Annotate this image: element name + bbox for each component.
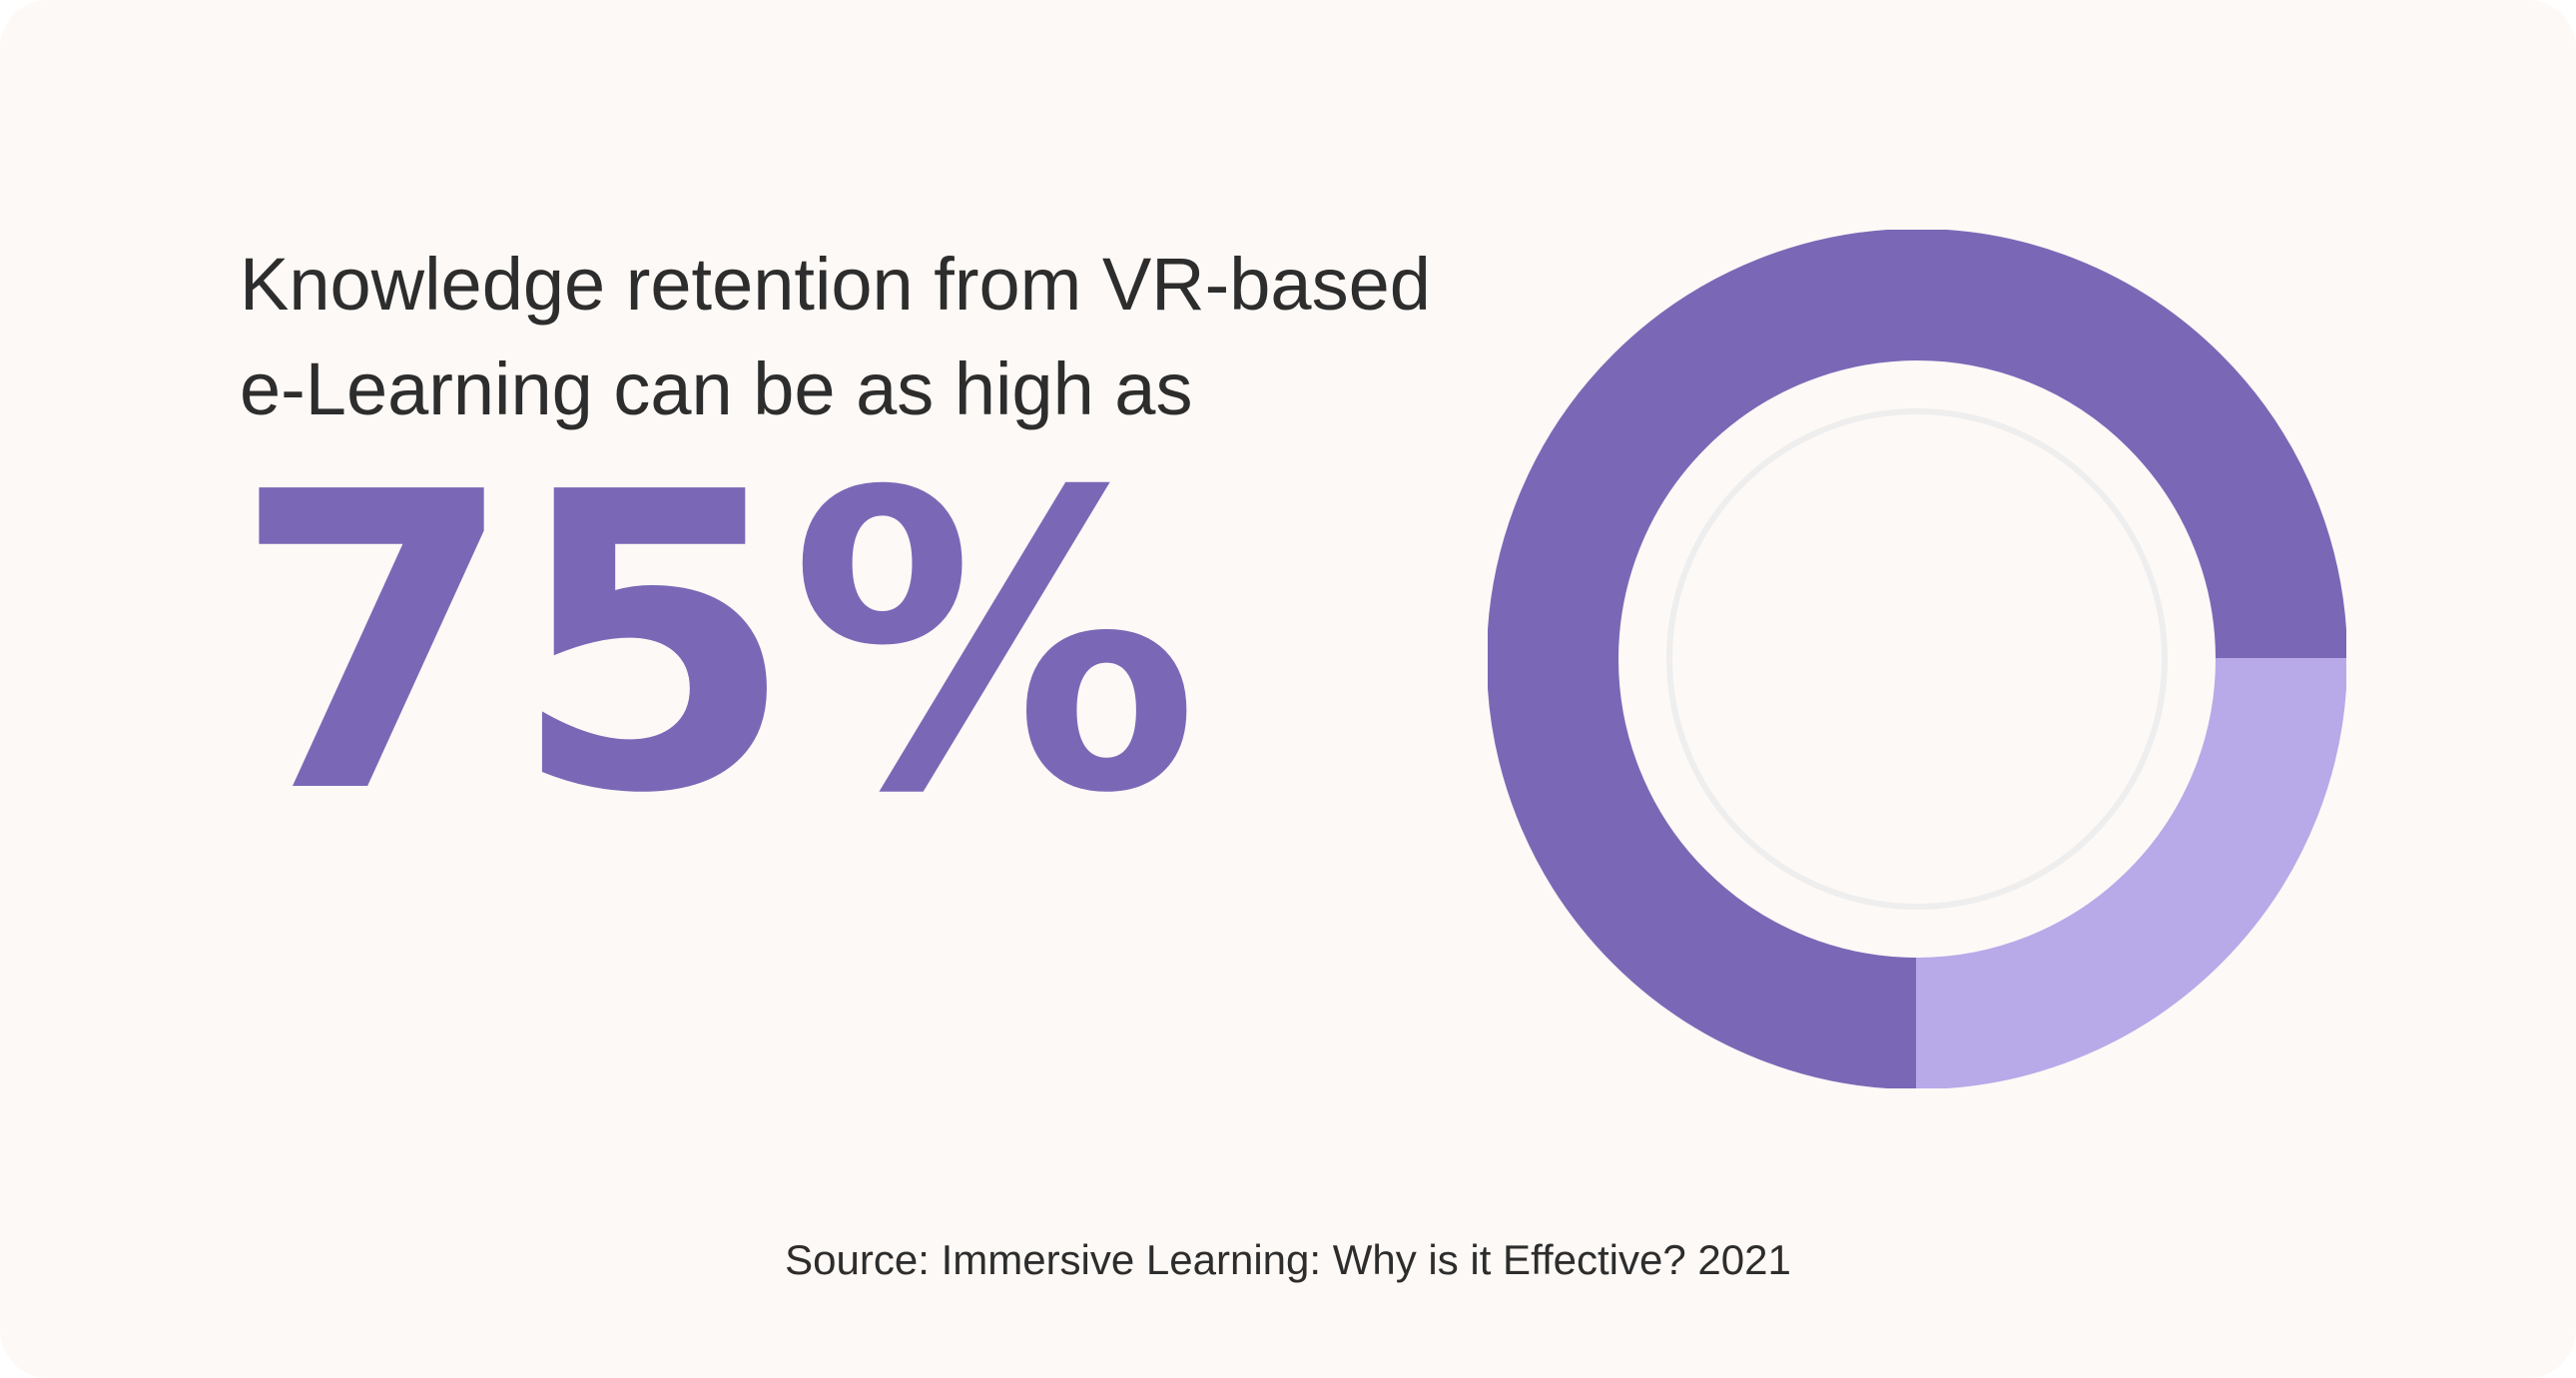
headline-line-2: e-Learning can be as high as <box>240 347 1193 430</box>
source-citation: Source: Immersive Learning: Why is it Ef… <box>785 1236 1791 1283</box>
headline: Knowledge retention from VR-based e-Lear… <box>240 232 1538 441</box>
donut-chart <box>1488 230 2346 1088</box>
big-percentage-value: 75% <box>232 405 1199 883</box>
donut-slices <box>1488 230 2346 1088</box>
donut-slice-1 <box>1488 230 2346 1088</box>
headline-line-1: Knowledge retention from VR-based <box>240 243 1431 326</box>
donut-slice-2 <box>1916 658 2346 1088</box>
inner-decorative-ring <box>1666 408 2168 910</box>
